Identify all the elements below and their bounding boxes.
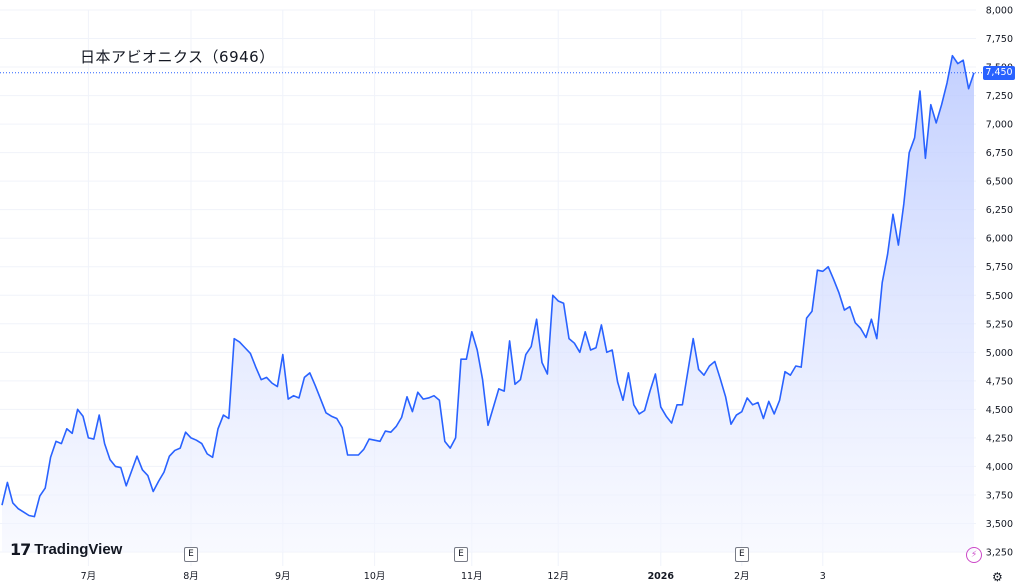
x-tick-label: 2月 xyxy=(734,571,750,582)
x-tick-label: 3 xyxy=(820,571,826,582)
y-tick-label: 5,500 xyxy=(986,291,1013,302)
y-tick-label: 3,500 xyxy=(986,519,1013,530)
y-tick-label: 5,750 xyxy=(986,262,1013,273)
y-axis: 3,250 3,500 3,750 4,000 4,250 4,500 4,750 5,000… xyxy=(986,6,1013,559)
x-axis: 7月 8月 9月 10月 11月 12月 2026 2月 3 xyxy=(81,571,826,582)
y-tick-label: 3,250 xyxy=(986,548,1013,559)
y-tick-label: 4,750 xyxy=(986,376,1013,387)
y-tick-label: 6,750 xyxy=(986,148,1013,159)
y-tick-label: 4,000 xyxy=(986,462,1013,473)
x-tick-label: 10月 xyxy=(364,571,386,582)
chart-title: 日本アビオニクス（6946） xyxy=(80,48,275,66)
x-tick-label: 2026 xyxy=(648,571,675,582)
earnings-marker[interactable]: E xyxy=(734,547,749,562)
tradingview-logo[interactable]: 17 TradingView xyxy=(10,540,122,559)
y-tick-label: 5,000 xyxy=(986,348,1013,359)
y-tick-label: 7,250 xyxy=(986,91,1013,102)
price-line xyxy=(1,54,975,518)
earnings-marker[interactable]: E xyxy=(454,547,468,562)
x-tick-label: 7月 xyxy=(81,571,97,582)
y-tick-label: 6,000 xyxy=(986,234,1013,245)
x-tick-label: 9月 xyxy=(275,571,291,582)
y-tick-label: 6,500 xyxy=(986,177,1013,188)
tradingview-logo-mark: 17 xyxy=(10,540,31,559)
x-tick-label: 8月 xyxy=(183,571,199,582)
x-tick-label: 11月 xyxy=(461,571,483,582)
y-tick-label: 3,750 xyxy=(986,490,1013,501)
y-tick-label: 7,000 xyxy=(986,120,1013,131)
area-fill xyxy=(2,55,974,552)
tradingview-logo-text: TradingView xyxy=(34,541,123,558)
current-price-badge: 7,450 xyxy=(983,65,1015,80)
y-tick-label: 7,750 xyxy=(986,34,1013,45)
earnings-marker[interactable]: E xyxy=(184,547,198,562)
gear-icon[interactable]: ⚙ xyxy=(992,570,1003,584)
y-tick-label: 4,500 xyxy=(986,405,1013,416)
y-tick-label: 8,000 xyxy=(986,6,1013,17)
y-tick-label: 6,250 xyxy=(986,205,1013,216)
y-tick-label: 5,250 xyxy=(986,319,1013,330)
x-tick-label: 12月 xyxy=(547,571,569,582)
lightning-icon[interactable]: ⚡ xyxy=(966,547,982,563)
y-tick-label: 4,250 xyxy=(986,433,1013,444)
